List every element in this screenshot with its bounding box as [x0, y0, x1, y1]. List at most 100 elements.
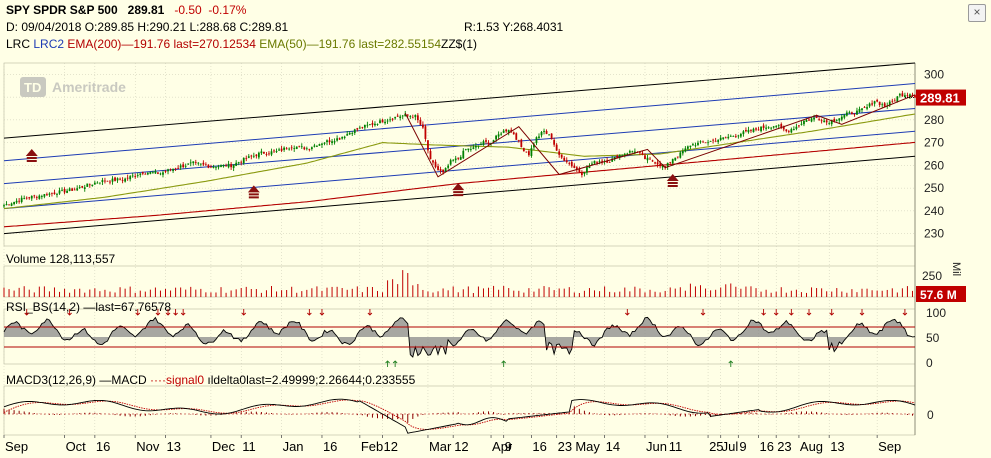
candle-body — [538, 136, 540, 138]
candle-body — [704, 142, 707, 144]
candle-body — [53, 192, 56, 195]
rsi-sell-arrow — [173, 309, 178, 316]
candle-body — [121, 180, 124, 181]
legend-lrc2[interactable]: LRC2 — [33, 37, 65, 51]
candle-body — [601, 160, 603, 162]
legend-lrc[interactable]: LRC — [6, 37, 31, 51]
candle-body — [265, 154, 268, 155]
candle-body — [742, 131, 745, 135]
candle-body — [543, 130, 545, 132]
lrc2-lower-line — [3, 130, 916, 210]
study-legend: LRC LRC2 EMA(200)—191.76 last=270.12534 … — [6, 37, 477, 51]
candle-body — [56, 194, 58, 195]
x-tick-label: Mar — [429, 439, 452, 454]
candle-body — [843, 114, 846, 118]
candle-body — [626, 153, 629, 155]
candle-body — [898, 94, 901, 96]
candle-body — [313, 145, 316, 147]
candle-body — [323, 142, 326, 144]
candle-body — [144, 173, 147, 175]
candle-body — [792, 129, 795, 131]
close-button[interactable]: × — [968, 4, 986, 22]
candle-body — [775, 126, 778, 128]
price-tick-label: 240 — [924, 204, 944, 218]
candle-body — [818, 118, 821, 120]
candle-body — [517, 140, 520, 142]
ema200-line — [3, 141, 916, 228]
x-tick-label: 12 — [454, 439, 468, 454]
candle-body — [10, 203, 13, 206]
candle-body — [596, 161, 598, 163]
up-arrow-marker — [452, 183, 465, 197]
candle-body — [639, 152, 641, 154]
rsi-sell-arrow — [624, 309, 630, 316]
candle-body — [830, 120, 833, 125]
candle-body — [308, 148, 311, 150]
candle-body — [825, 120, 828, 123]
candle-body — [136, 175, 139, 176]
x-tick-label: Aug — [800, 439, 823, 454]
candle-body — [475, 145, 477, 148]
candle-body — [654, 162, 656, 164]
candle-body — [93, 182, 96, 185]
candle-body — [351, 133, 354, 134]
legend-ema200[interactable]: EMA(200) — [67, 37, 122, 51]
up-arrow-marker — [25, 149, 38, 162]
candle-body — [96, 182, 99, 184]
candle-body — [227, 163, 230, 168]
price-tick-label: 250 — [924, 181, 944, 195]
candle-body — [366, 124, 369, 126]
candle-body — [35, 197, 38, 198]
symbol-name: SPY SPDR S&P 500 — [6, 3, 118, 17]
candle-body — [141, 172, 144, 174]
candle-body — [376, 124, 379, 125]
candle-body — [785, 129, 788, 132]
candle-body — [883, 103, 886, 107]
candle-body — [712, 139, 715, 141]
lrc-upper-line — [3, 62, 916, 139]
candle-body — [649, 158, 651, 160]
candle-body — [257, 152, 260, 158]
legend-ema50[interactable]: EMA(50) — [259, 37, 307, 51]
x-tick-label: Jul — [722, 439, 739, 454]
candle-body — [707, 142, 709, 144]
candle-body — [66, 190, 68, 193]
candle-body — [482, 141, 485, 145]
candle-body — [618, 155, 621, 158]
x-tick-label: Oct — [66, 439, 87, 454]
rsi-sell-arrow — [67, 309, 72, 316]
candle-body — [840, 116, 843, 120]
x-tick-label: 12 — [384, 439, 398, 454]
candle-body — [91, 184, 94, 187]
candle-body — [745, 129, 747, 132]
legend-zigzag[interactable]: ZZ$(1) — [441, 37, 478, 51]
candle-body — [386, 120, 389, 122]
candle-body — [621, 154, 624, 156]
candle-body — [172, 168, 174, 171]
rsi-line — [3, 316, 916, 358]
candle-body — [593, 160, 596, 164]
rsi-sell-arrow — [902, 309, 908, 316]
candle-body — [586, 167, 588, 173]
candle-body — [659, 163, 662, 167]
candle-body — [126, 177, 129, 179]
candle-body — [422, 124, 424, 128]
candle-body — [697, 142, 699, 145]
candle-body — [411, 117, 414, 119]
candle-body — [81, 186, 84, 188]
candle-body — [454, 158, 457, 161]
candle-body — [409, 116, 412, 117]
candle-body — [896, 96, 899, 103]
rsi-buy-arrow — [728, 360, 734, 367]
candle-body — [101, 180, 104, 182]
candle-body — [250, 155, 253, 157]
x-tick-label: Feb — [361, 439, 383, 454]
rsi-sell-arrow — [241, 309, 247, 316]
candle-body — [641, 152, 644, 155]
candle-body — [154, 171, 157, 174]
candle-body — [866, 107, 868, 109]
candle-body — [230, 164, 233, 168]
candle-body — [237, 162, 240, 164]
candle-body — [760, 126, 762, 132]
